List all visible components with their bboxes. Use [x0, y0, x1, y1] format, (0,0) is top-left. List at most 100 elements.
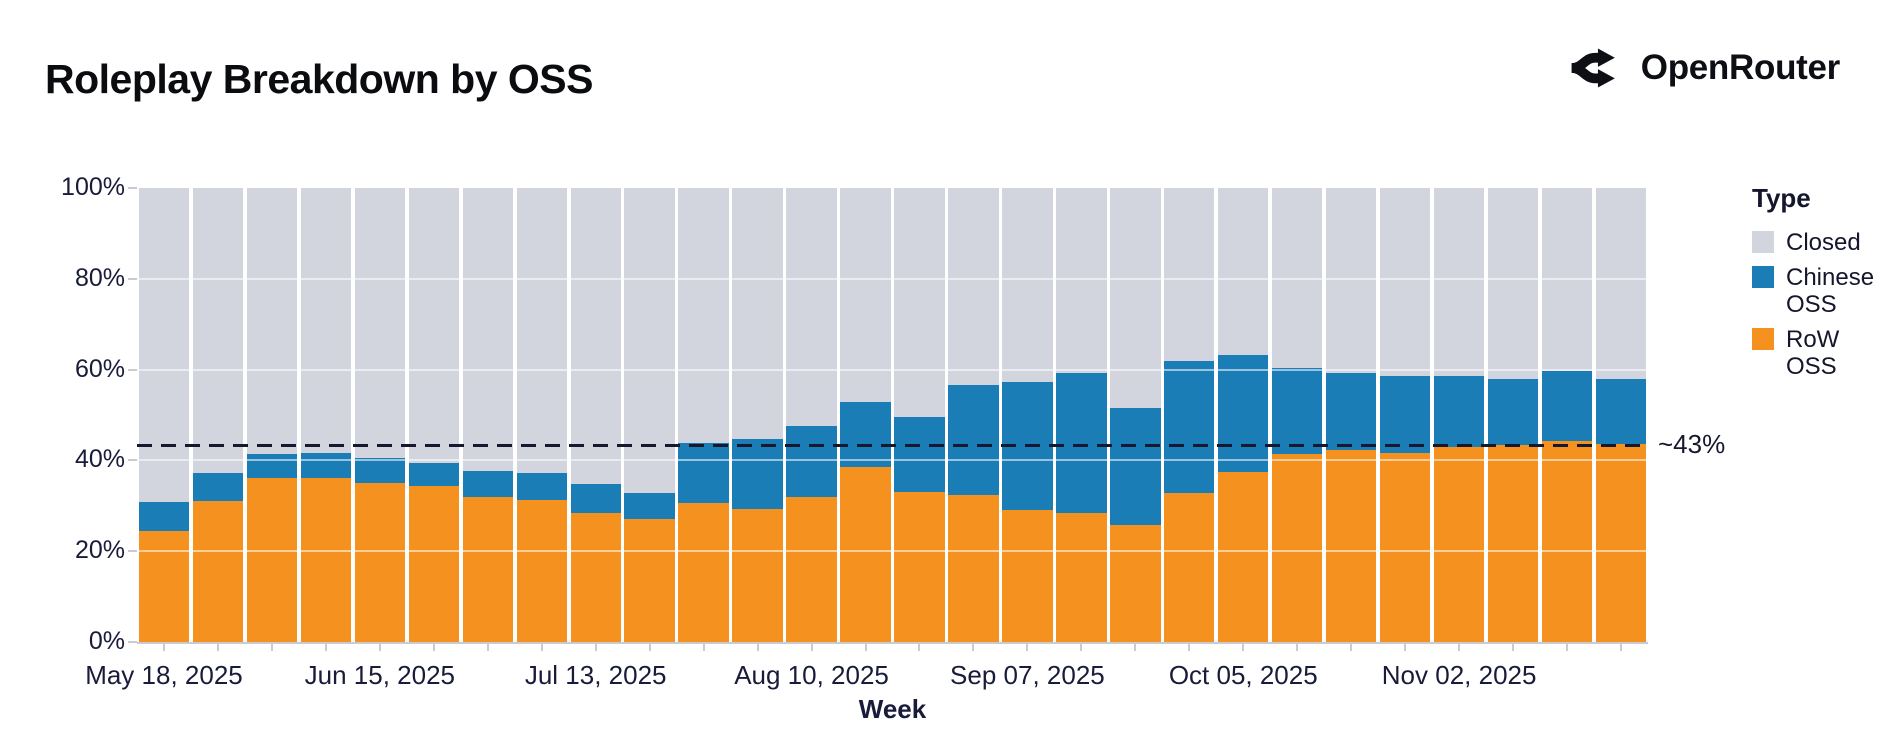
- y-tick-label: 40%: [74, 445, 125, 474]
- bar-segment-row-oss: [1379, 453, 1431, 642]
- bar-segment-closed: [1379, 188, 1431, 376]
- bar-segment-chinese-oss: [1326, 372, 1377, 450]
- bar-segment-closed: [1595, 188, 1647, 380]
- bar-segment-closed: [1433, 188, 1485, 376]
- bar-segment-closed: [462, 188, 513, 471]
- bar-segment-closed: [732, 188, 783, 440]
- bar-segment-chinese-oss: [840, 401, 891, 468]
- bar-segment-row-oss: [1110, 524, 1161, 642]
- chart-plot-area: % of Sum of Tokens Week 0%20%40%60%80%10…: [61, 173, 1725, 724]
- x-tick-mark: [1458, 644, 1461, 651]
- bar-segment-row-oss: [948, 494, 999, 642]
- legend-item-closed: Closed: [1752, 229, 1874, 256]
- x-tick-mark: [594, 644, 597, 651]
- bar-segment-chinese-oss: [1433, 375, 1485, 447]
- y-tick-label: 60%: [74, 354, 125, 383]
- x-tick-mark: [1296, 644, 1299, 651]
- y-tick-mark: [128, 550, 137, 553]
- x-tick-mark: [324, 644, 327, 651]
- x-tick-mark: [1080, 644, 1083, 651]
- x-tick-label: Nov 02, 2025: [1381, 660, 1537, 690]
- bar-segment-chinese-oss: [1541, 370, 1593, 441]
- bar-segment-row-oss: [732, 508, 783, 642]
- bar-segment-closed: [408, 188, 459, 464]
- bar-segment-closed: [948, 188, 999, 386]
- page-title: Roleplay Breakdown by OSS: [45, 56, 594, 102]
- bar-segment-chinese-oss: [678, 443, 729, 504]
- x-tick-mark: [378, 644, 381, 651]
- x-tick-label: May 18, 2025: [85, 660, 243, 690]
- bar-segment-row-oss: [408, 485, 459, 642]
- y-tick-label: 80%: [74, 263, 125, 292]
- bar-segment-closed: [624, 188, 675, 494]
- bar-segment-closed: [516, 188, 567, 474]
- bar-segment-chinese-oss: [948, 385, 999, 495]
- reference-line-label: ~43%: [1658, 429, 1726, 460]
- bar-segment-closed: [570, 188, 621, 484]
- bar-segment-chinese-oss: [570, 484, 621, 514]
- bar-segment-chinese-oss: [894, 416, 945, 493]
- bar-segment-row-oss: [138, 531, 190, 642]
- y-tick-mark: [128, 459, 137, 462]
- x-tick-mark: [918, 644, 921, 651]
- bar-segment-chinese-oss: [732, 439, 783, 509]
- bar-segment-closed: [1326, 188, 1377, 373]
- x-tick-mark: [648, 644, 651, 651]
- bar-segment-row-oss: [624, 518, 675, 642]
- legend-item-chinese-oss: Chinese OSS: [1752, 265, 1874, 318]
- y-tick-label: 0%: [88, 627, 125, 655]
- bar-segment-closed: [1218, 188, 1269, 356]
- bar-segment-chinese-oss: [1218, 355, 1269, 473]
- x-tick-mark: [1350, 644, 1353, 651]
- bar-segment-row-oss: [1164, 493, 1215, 642]
- legend-items: Closed Chinese OSS RoW OSS: [1752, 229, 1874, 380]
- bar-segment-row-oss: [1595, 444, 1647, 642]
- bar-segment-chinese-oss: [624, 493, 675, 519]
- bar-segment-chinese-oss: [1272, 367, 1323, 455]
- x-tick-label: Sep 07, 2025: [950, 660, 1105, 690]
- legend: Type Closed Chinese OSS RoW OSS: [1752, 183, 1874, 389]
- gridline: [137, 368, 1648, 371]
- x-tick-mark: [756, 644, 759, 651]
- legend-swatch: [1752, 266, 1774, 289]
- bar-segment-row-oss: [300, 478, 352, 642]
- x-tick-mark: [486, 644, 489, 651]
- x-tick-mark: [270, 644, 273, 651]
- bar-segment-row-oss: [786, 497, 837, 642]
- x-tick-mark: [1026, 644, 1029, 651]
- x-tick-mark: [972, 644, 975, 651]
- bar-segment-closed: [300, 188, 352, 454]
- bar-segment-row-oss: [1487, 444, 1539, 642]
- x-tick-label: Jul 13, 2025: [524, 660, 667, 690]
- legend-item-row-oss: RoW OSS: [1752, 327, 1874, 380]
- x-tick-mark: [432, 644, 435, 651]
- bar-segment-closed: [786, 188, 837, 426]
- y-tick-mark: [128, 641, 137, 643]
- legend-swatch: [1752, 231, 1774, 253]
- x-tick-mark: [1242, 644, 1245, 651]
- bar-segment-closed: [1164, 188, 1215, 361]
- bar-segment-row-oss: [1326, 449, 1377, 642]
- x-tick-mark: [810, 644, 813, 651]
- x-tick-mark: [1620, 644, 1623, 651]
- bar-segment-chinese-oss: [1056, 372, 1107, 514]
- bar-segment-row-oss: [1541, 440, 1593, 642]
- y-tick-mark: [128, 368, 137, 371]
- bar-segment-chinese-oss: [462, 470, 513, 498]
- x-tick-mark: [1512, 644, 1515, 651]
- x-tick-mark: [1188, 644, 1191, 651]
- bar-segment-closed: [246, 188, 298, 455]
- bar-segment-row-oss: [354, 483, 406, 642]
- reference-line-43pct: [137, 443, 1648, 447]
- x-tick-mark: [702, 644, 705, 651]
- bar-segment-row-oss: [462, 497, 513, 642]
- bar-segment-row-oss: [678, 503, 729, 642]
- y-tick-label: 20%: [74, 536, 125, 565]
- bar-segment-chinese-oss: [1595, 379, 1647, 445]
- bar-segment-closed: [1056, 188, 1107, 373]
- bar-segment-closed: [1110, 188, 1161, 409]
- bar-segment-chinese-oss: [192, 473, 244, 501]
- x-tick-label: Oct 05, 2025: [1168, 660, 1318, 690]
- x-tick-label: Aug 10, 2025: [734, 660, 889, 690]
- bar-segment-row-oss: [894, 492, 945, 642]
